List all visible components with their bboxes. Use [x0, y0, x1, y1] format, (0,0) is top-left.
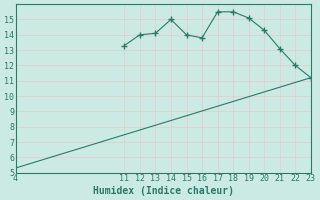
X-axis label: Humidex (Indice chaleur): Humidex (Indice chaleur)	[93, 186, 234, 196]
